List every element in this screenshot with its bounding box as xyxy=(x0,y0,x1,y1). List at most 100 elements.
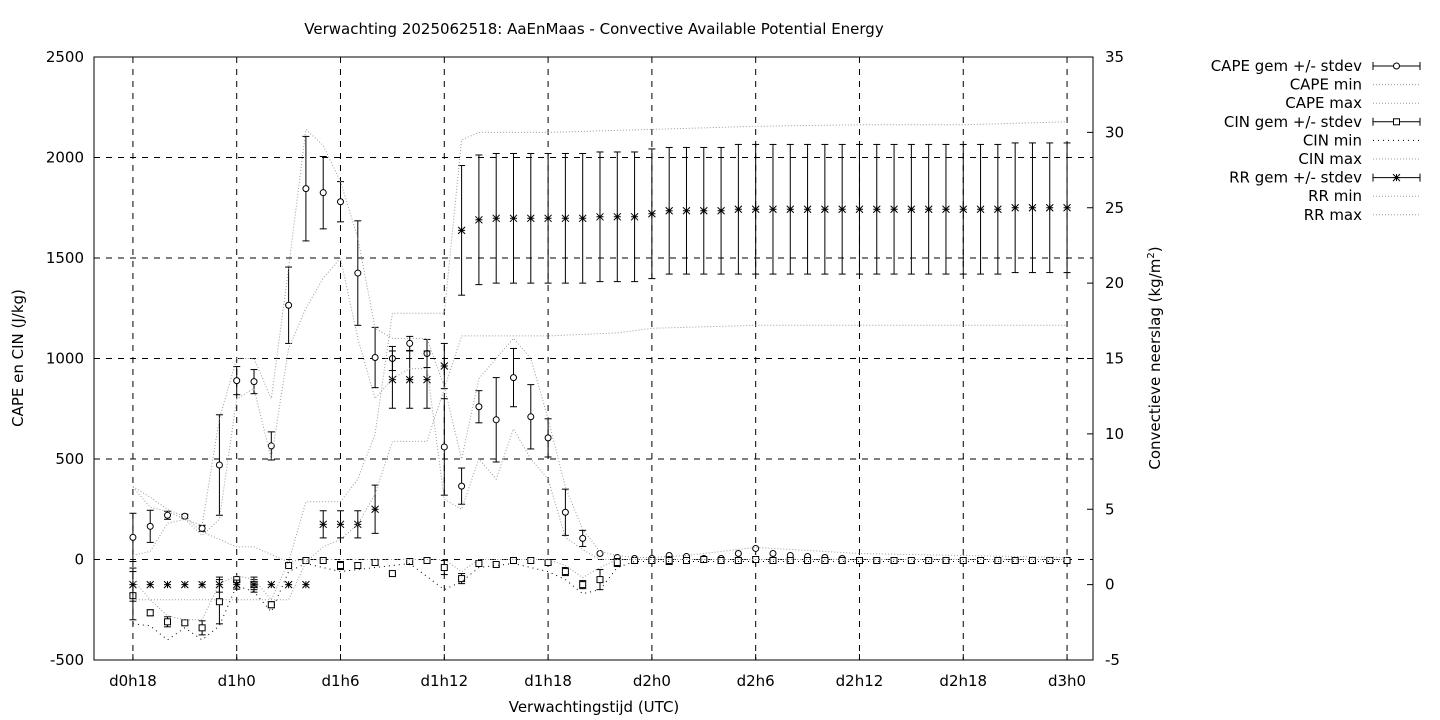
data-point-cin-gem-stdev xyxy=(786,557,794,565)
data-point-cin-gem-stdev xyxy=(354,562,362,570)
data-point-rr-gem-stdev xyxy=(821,205,829,214)
data-point-cin-gem-stdev xyxy=(285,562,293,570)
legend-marker xyxy=(1393,118,1400,126)
data-point-cin-gem-stdev xyxy=(337,562,345,570)
data-point-rr-gem-stdev xyxy=(578,214,587,223)
series-cin-gem-stdev xyxy=(129,555,1071,636)
data-point-rr-gem-stdev xyxy=(872,205,881,214)
y2-axis-label: Convectieve neerslag (kg/m2) xyxy=(1146,246,1164,469)
data-point-cin-gem-stdev xyxy=(855,557,863,565)
data-point-rr-gem-stdev xyxy=(336,520,345,529)
data-point-rr-gem-stdev xyxy=(284,580,293,589)
series-line-rr-min xyxy=(132,324,1068,601)
y2-tick-label: 25 xyxy=(1105,199,1124,217)
data-point-cape-gem-stdev xyxy=(492,416,500,424)
legend-marker xyxy=(1393,62,1400,70)
data-point-rr-gem-stdev xyxy=(786,205,795,214)
data-point-rr-gem-stdev xyxy=(232,580,241,589)
data-point-cin-gem-stdev xyxy=(319,557,327,565)
data-point-cape-gem-stdev xyxy=(561,508,569,516)
data-point-cape-gem-stdev xyxy=(302,185,310,193)
data-point-cape-gem-stdev xyxy=(267,442,275,450)
data-point-rr-gem-stdev xyxy=(699,206,708,215)
x-tick-label: d2h18 xyxy=(939,672,987,690)
x-tick-label: d1h18 xyxy=(524,672,572,690)
data-point-rr-gem-stdev xyxy=(855,205,864,214)
data-point-cin-gem-stdev xyxy=(734,557,742,565)
data-point-cin-gem-stdev xyxy=(665,557,673,565)
data-point-cin-gem-stdev xyxy=(648,557,656,565)
data-point-cape-gem-stdev xyxy=(354,269,362,277)
data-point-cape-gem-stdev xyxy=(596,549,604,557)
y-tick-label: -500 xyxy=(50,651,84,669)
y2-tick-label: 0 xyxy=(1105,576,1115,594)
y-tick-label: 2000 xyxy=(46,149,84,167)
data-point-rr-gem-stdev xyxy=(942,205,950,214)
data-point-rr-gem-stdev xyxy=(457,226,466,235)
y-tick-label: 1500 xyxy=(46,249,84,267)
y2-tick-label: 10 xyxy=(1105,425,1124,443)
data-point-rr-gem-stdev xyxy=(890,205,898,214)
data-point-rr-gem-stdev xyxy=(1028,203,1037,212)
data-point-cape-gem-stdev xyxy=(579,534,587,542)
data-point-cin-gem-stdev xyxy=(302,557,310,565)
series-line-cape-min xyxy=(132,256,1068,560)
data-point-cin-gem-stdev xyxy=(440,564,448,572)
data-point-rr-gem-stdev xyxy=(129,580,137,589)
data-point-rr-gem-stdev xyxy=(1045,203,1054,212)
data-point-rr-gem-stdev xyxy=(613,212,622,221)
y2-tick-label: 30 xyxy=(1105,123,1124,141)
data-point-cape-gem-stdev xyxy=(509,374,517,382)
series-line-cape-max xyxy=(132,128,1068,558)
data-point-cin-gem-stdev xyxy=(994,557,1002,565)
series-cape-max xyxy=(132,128,1068,558)
grid-lines xyxy=(94,57,1093,660)
x-tick-label: d2h12 xyxy=(836,672,884,690)
data-point-rr-gem-stdev xyxy=(630,212,639,221)
series-cin-max xyxy=(132,559,1068,621)
data-point-rr-gem-stdev xyxy=(751,205,760,214)
series-rr-min xyxy=(132,324,1068,601)
x-tick-label: d2h6 xyxy=(737,672,775,690)
data-point-cin-gem-stdev xyxy=(371,559,379,567)
data-point-cin-gem-stdev xyxy=(267,601,275,609)
y-tick-label: 2500 xyxy=(46,48,84,66)
data-point-cin-gem-stdev xyxy=(613,559,621,567)
data-point-rr-gem-stdev xyxy=(526,214,535,223)
data-point-cape-gem-stdev xyxy=(250,378,258,386)
y2-tick-label: 20 xyxy=(1105,274,1124,292)
x-tick-label: d1h12 xyxy=(420,672,468,690)
data-point-rr-gem-stdev xyxy=(371,505,379,514)
data-point-cin-gem-stdev xyxy=(458,575,466,583)
data-point-cape-gem-stdev xyxy=(544,434,552,442)
x-tick-label: d1h0 xyxy=(218,672,256,690)
data-point-cin-gem-stdev xyxy=(164,618,172,626)
data-point-cin-gem-stdev xyxy=(873,557,881,565)
data-point-rr-gem-stdev xyxy=(665,206,674,215)
data-point-rr-gem-stdev xyxy=(907,205,916,214)
y-tick-label: 0 xyxy=(74,551,84,569)
y2-tick-label: -5 xyxy=(1105,651,1120,669)
data-point-cin-gem-stdev xyxy=(423,557,431,565)
data-point-rr-gem-stdev xyxy=(734,205,743,214)
data-point-cin-gem-stdev xyxy=(804,557,812,565)
data-point-cape-gem-stdev xyxy=(164,511,172,519)
data-point-cape-gem-stdev xyxy=(337,198,345,206)
data-point-rr-gem-stdev xyxy=(509,214,518,223)
data-point-cin-gem-stdev xyxy=(959,557,967,565)
x-tick-label: d3h0 xyxy=(1048,672,1086,690)
legend-label: CIN gem +/- stdev xyxy=(1224,113,1362,131)
chart-title: Verwachting 2025062518: AaEnMaas - Conve… xyxy=(304,20,884,38)
data-point-cin-gem-stdev xyxy=(821,557,829,565)
data-point-cape-gem-stdev xyxy=(769,549,777,557)
data-point-rr-gem-stdev xyxy=(388,375,397,384)
data-point-rr-gem-stdev xyxy=(492,214,501,223)
data-point-cin-gem-stdev xyxy=(492,561,500,569)
data-point-cin-gem-stdev xyxy=(907,557,915,565)
axis-ticks: d0h18 d1h0 d1h6 d1h12 d1h18 d2h0 d2h6 d2h12 d2h1… xyxy=(46,48,1124,690)
data-point-cin-gem-stdev xyxy=(631,557,639,565)
data-point-rr-gem-stdev xyxy=(475,215,483,224)
data-point-cape-gem-stdev xyxy=(319,189,327,197)
data-point-rr-gem-stdev xyxy=(215,580,224,589)
